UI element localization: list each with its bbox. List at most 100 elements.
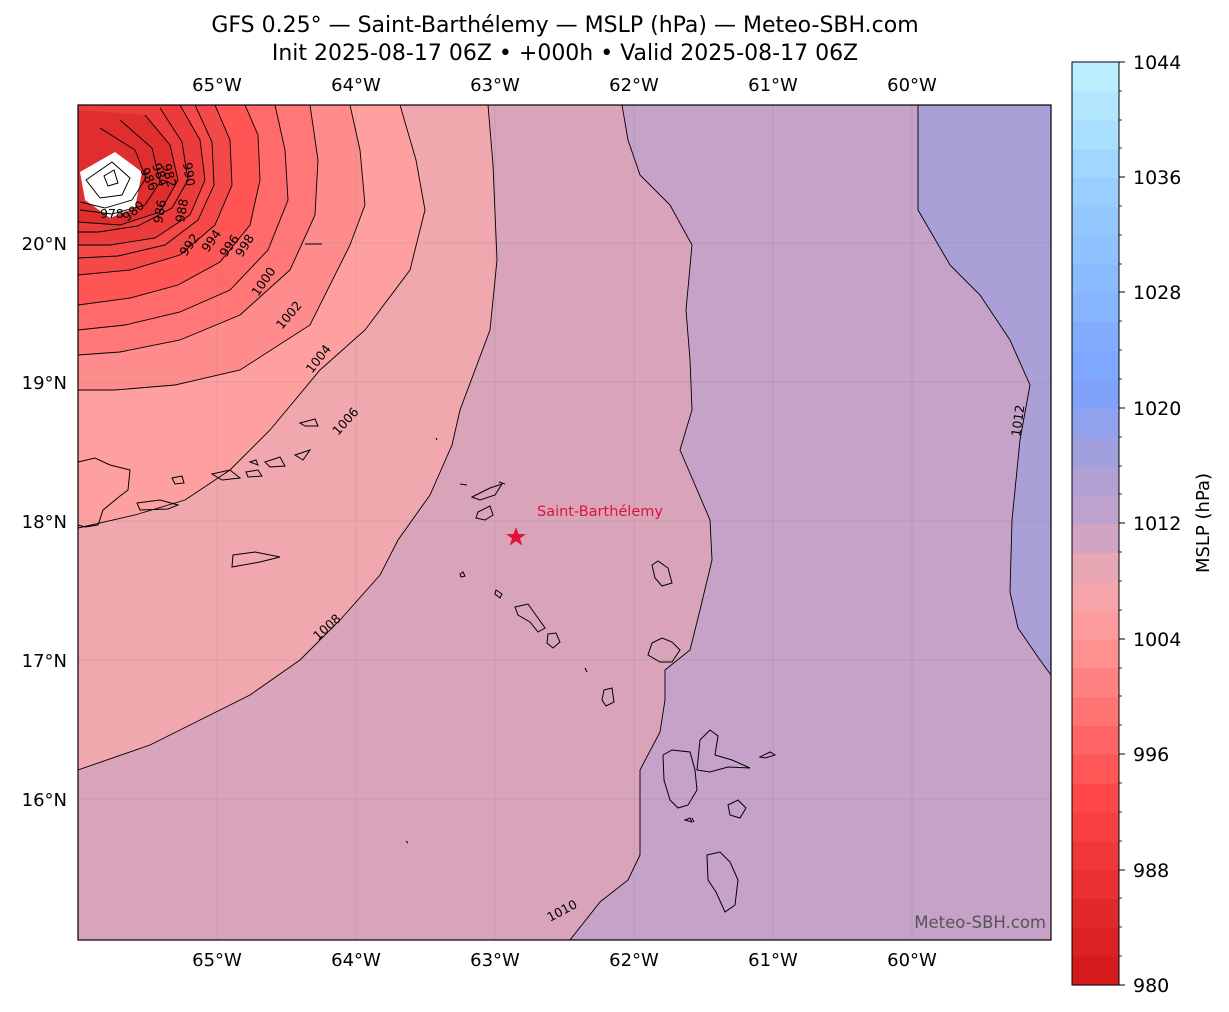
contour-label: 988 [172,197,191,223]
nevis-coast [546,632,561,649]
contour-label: 982 [159,162,180,189]
colorbar-band [1072,638,1119,669]
colorbar-tick-label: 1036 [1133,167,1181,189]
dominica-coast [706,851,739,913]
colorbar-band [1072,696,1119,727]
colorbar-tick-label: 988 [1133,860,1169,882]
band-1004-1006 [78,105,425,528]
lon-tick: 62°W [609,950,659,971]
colorbar-band [1072,62,1119,92]
lon-tick: 64°W [331,75,381,96]
lon-tick: 60°W [887,950,937,971]
redonda-coast [601,687,615,707]
colorbar-band [1072,206,1119,236]
isobars [78,105,1051,940]
colorbar-band [1072,898,1119,928]
colorbar-tick-label: 980 [1133,975,1169,997]
barbuda-coast [651,560,673,587]
colorbar-band [1072,956,1119,986]
colorbar-bands [1072,62,1119,986]
colorbar-band [1072,667,1119,698]
chart-title: GFS 0.25° — Saint-Barthélemy — MSLP (hPa… [211,13,919,38]
puerto-rico-coast [78,457,131,528]
colorbar-band [1072,408,1119,438]
colorbar-minor-ticks [1119,90,1122,957]
colorbar-band [1072,927,1119,957]
colorbar-band [1072,840,1119,871]
montserrat-coast [584,667,588,673]
colorbar-band [1072,379,1119,409]
colorbar-label: MSLP (hPa) [1193,473,1214,573]
colorbar-tick-label: 1044 [1133,52,1181,74]
lat-tick: 20°N [22,234,67,255]
colorbar-band [1072,581,1119,611]
colorbar-band [1072,811,1119,842]
colorbar-band [1072,292,1119,323]
st-martin-coast [475,505,494,521]
map-frame [77,104,1052,941]
lon-tick: 65°W [192,75,242,96]
colorbar-band [1072,869,1119,900]
les-saintes-coast [683,817,695,823]
band-1010-1012 [570,105,1051,940]
desirade-coast [758,751,777,759]
colorbar-band [1072,235,1119,265]
band-1008-1010 [78,105,712,940]
colorbar-band [1072,148,1119,178]
anguilla-coast [459,481,506,501]
vieques-coast [136,499,180,511]
pressure-map: 986 984 982 990 978 980 986 988 992 994 … [78,105,1051,940]
colorbar-band [1072,90,1119,121]
colorbar-tick-label: 1012 [1133,513,1181,535]
colorbar-tick-label: 1020 [1133,398,1181,420]
colorbar-band [1072,263,1119,294]
colorbar-tick-label: 1004 [1133,629,1181,651]
lon-tick: 61°W [748,950,798,971]
colorbar-band [1072,523,1119,553]
lon-ticks-top: 65°W 64°W 63°W 62°W 61°W 60°W [192,75,937,96]
watermark: Meteo-SBH.com [914,913,1046,932]
lat-ticks-left: 20°N 19°N 18°N 17°N 16°N [22,234,67,811]
band-998-1000 [78,105,288,330]
lat-tick: 17°N [22,651,67,672]
contour-label: 1012 [1008,404,1027,438]
colorbar-band [1072,783,1119,813]
virgin-islands-coast [210,449,312,481]
colorbar-band [1072,494,1119,525]
marie-galante-coast [727,799,747,819]
colorbar-band [1072,465,1119,496]
lon-tick: 63°W [470,950,520,971]
colorbar-band [1072,350,1119,380]
statia-coast [494,589,503,599]
coastlines [78,418,777,913]
lon-tick: 62°W [609,75,659,96]
lon-tick: 63°W [470,75,520,96]
colorbar-band [1072,321,1119,352]
contour-label: 990 [180,161,198,187]
eye-inner-contour [85,161,131,199]
anegada-coast [298,418,319,427]
band-1000-1002 [78,105,318,355]
antigua-coast [647,637,681,663]
lon-tick: 60°W [887,75,937,96]
lon-tick: 64°W [331,950,381,971]
chart-subtitle: Init 2025-08-17 06Z • +000h • Valid 2025… [271,41,859,66]
lat-tick: 16°N [22,790,67,811]
band-1006-1008 [78,105,497,770]
contour-label: 978 [100,206,124,221]
colorbar-band [1072,610,1119,640]
colorbar-ticks [1119,61,1125,986]
colorbar-band [1072,552,1119,582]
lat-tick: 18°N [22,512,67,533]
colorbar-band [1072,177,1119,207]
saint-barthelemy-marker: Saint-Barthélemy [506,504,663,546]
lon-ticks-bottom: 65°W 64°W 63°W 62°W 61°W 60°W [192,950,937,971]
gridlines [78,105,1051,940]
colorbar-band [1072,119,1119,150]
lon-tick: 61°W [748,75,798,96]
colorbar-band [1072,436,1119,467]
star-icon [506,527,526,546]
saba-coast [459,571,466,578]
colorbar-tick-labels: 1044 1036 1028 1020 1012 1004 996 988 98… [1133,52,1181,997]
